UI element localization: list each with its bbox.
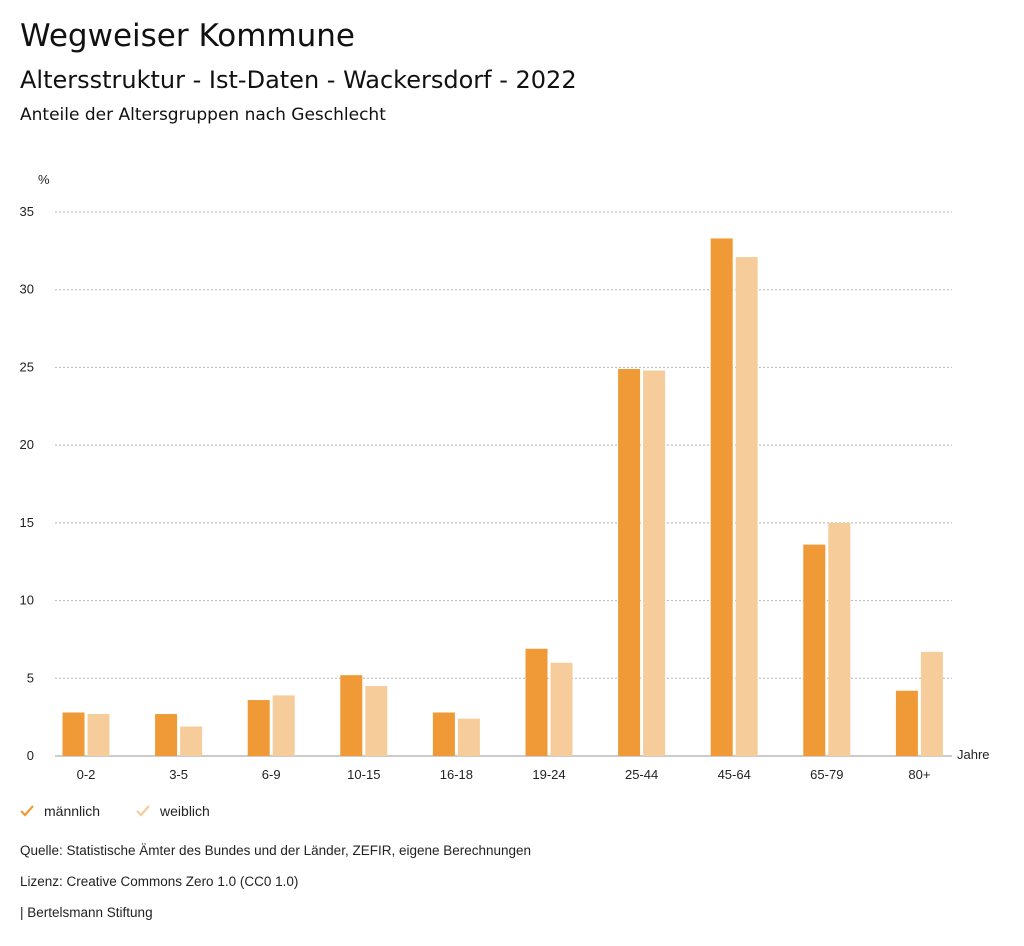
bar-weiblich-6-9[interactable] (272, 695, 295, 756)
bar-weiblich-80+[interactable] (920, 651, 943, 756)
legend-item-maennlich[interactable]: männlich (20, 803, 100, 819)
legend-label-weiblich: weiblich (160, 803, 210, 819)
bar-weiblich-65-79[interactable] (828, 522, 851, 756)
bar-maennlich-16-18[interactable] (432, 712, 455, 756)
check-icon (20, 805, 34, 817)
x-tick-label: 6-9 (262, 767, 281, 782)
page-title: Wegweiser Kommune (20, 18, 355, 54)
x-tick-label: 16-18 (440, 767, 473, 782)
chart-subtitle: Altersstruktur - Ist-Daten - Wackersdorf… (20, 66, 577, 94)
source-note: Quelle: Statistische Ämter des Bundes un… (20, 843, 532, 858)
y-tick-label: 0 (27, 748, 34, 763)
y-tick-label: 20 (20, 437, 34, 452)
bar-weiblich-3-5[interactable] (180, 726, 203, 756)
bar-maennlich-10-15[interactable] (340, 675, 363, 756)
bars (62, 238, 943, 756)
y-tick-label: 25 (20, 359, 34, 374)
bar-weiblich-10-15[interactable] (365, 686, 388, 756)
bar-maennlich-80+[interactable] (895, 690, 918, 756)
y-tick-label: 15 (20, 515, 34, 530)
x-tick-label: 3-5 (169, 767, 188, 782)
legend-item-weiblich[interactable]: weiblich (136, 803, 210, 819)
legend-label-maennlich: männlich (44, 803, 101, 819)
x-tick-label: 10-15 (347, 767, 380, 782)
bar-chart: 0 5 10 15 20 25 30 35 0-2 3-5 6-9 10-15 16-18 19-24 2… (20, 172, 990, 782)
bar-maennlich-25-44[interactable] (618, 368, 641, 756)
x-axis-ticks: 0-2 3-5 6-9 10-15 16-18 19-24 25-44 45-64 65-79 8… (77, 767, 931, 782)
bar-maennlich-45-64[interactable] (710, 238, 733, 756)
bar-weiblich-16-18[interactable] (457, 718, 480, 756)
check-icon (136, 805, 150, 817)
y-axis-label: % (38, 172, 50, 187)
bar-maennlich-65-79[interactable] (803, 544, 826, 756)
bar-weiblich-45-64[interactable] (735, 257, 758, 756)
x-tick-label: 19-24 (532, 767, 565, 782)
gridlines (55, 211, 952, 757)
y-axis-ticks: 0 5 10 15 20 25 30 35 (20, 204, 34, 763)
bar-weiblich-19-24[interactable] (550, 662, 573, 756)
license-note: Lizenz: Creative Commons Zero 1.0 (CC0 1… (20, 874, 299, 889)
bar-weiblich-0-2[interactable] (87, 714, 110, 756)
bar-weiblich-25-44[interactable] (643, 370, 666, 756)
y-tick-label: 10 (20, 593, 34, 608)
x-tick-label: 45-64 (718, 767, 751, 782)
chart-description: Anteile der Altersgruppen nach Geschlech… (20, 105, 386, 125)
bar-maennlich-6-9[interactable] (247, 700, 270, 756)
publisher-note: | Bertelsmann Stiftung (20, 905, 153, 920)
x-tick-label: 80+ (908, 767, 930, 782)
x-tick-label: 25-44 (625, 767, 658, 782)
y-tick-label: 35 (20, 204, 34, 219)
y-tick-label: 5 (27, 670, 34, 685)
bar-maennlich-0-2[interactable] (62, 712, 85, 756)
y-tick-label: 30 (20, 282, 34, 297)
bar-maennlich-3-5[interactable] (155, 714, 178, 756)
x-axis-label: Jahre (957, 747, 990, 762)
x-tick-label: 65-79 (810, 767, 843, 782)
x-tick-label: 0-2 (77, 767, 96, 782)
legend: männlich weiblich (20, 803, 246, 819)
bar-maennlich-19-24[interactable] (525, 648, 548, 756)
